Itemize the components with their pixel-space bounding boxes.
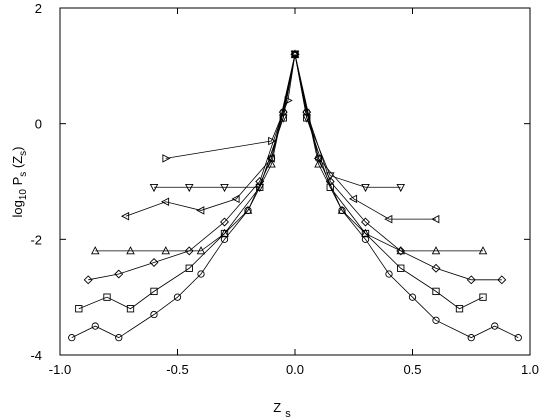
marker-triangle xyxy=(290,50,300,60)
plot-frame xyxy=(59,7,531,356)
marker-diamond xyxy=(149,257,159,267)
y-label-part: ) xyxy=(10,146,25,150)
marker-square xyxy=(185,264,193,272)
marker-diamond xyxy=(497,275,507,285)
y-tick-label: -2 xyxy=(30,232,42,247)
x-tick-label: 1.0 xyxy=(521,362,539,377)
marker-square xyxy=(455,305,464,313)
marker-triangle xyxy=(267,159,276,168)
marker-triangle xyxy=(278,114,288,123)
marker-circle xyxy=(432,316,440,324)
marker-triangle xyxy=(284,96,293,105)
marker-triangle xyxy=(220,183,229,193)
y-tick-label: 2 xyxy=(35,1,42,16)
marker-circle xyxy=(467,333,475,342)
series-line xyxy=(95,54,483,252)
marker-circle xyxy=(197,270,205,278)
x-tick-label: 0.5 xyxy=(403,362,421,377)
marker-square xyxy=(103,293,111,301)
marker-triangle xyxy=(361,228,370,237)
marker-triangle xyxy=(396,246,406,255)
y-label-sub: s xyxy=(18,151,29,156)
marker-circle xyxy=(68,333,76,342)
marker-square xyxy=(75,305,83,313)
marker-triangle xyxy=(431,246,441,255)
x-tick-label: -1.0 xyxy=(49,362,71,377)
x-label-sub: s xyxy=(285,408,291,420)
marker-circle xyxy=(514,333,522,342)
marker-triangle xyxy=(120,211,130,221)
marker-triangle xyxy=(162,154,171,163)
series-line xyxy=(165,54,296,159)
marker-triangle xyxy=(302,114,312,123)
marker-square xyxy=(397,264,405,272)
marker-circle xyxy=(408,293,417,301)
marker-circle xyxy=(173,293,182,301)
marker-diamond xyxy=(431,263,441,273)
y-label-part: log xyxy=(10,200,25,217)
marker-triangle xyxy=(431,214,440,224)
marker-triangle xyxy=(268,136,277,146)
marker-triangle xyxy=(396,183,406,193)
marker-triangle xyxy=(313,154,322,163)
marker-triangle xyxy=(325,172,335,181)
marker-circle xyxy=(91,322,99,330)
marker-diamond xyxy=(466,275,476,285)
marker-square xyxy=(150,287,158,296)
marker-triangle xyxy=(314,159,323,168)
marker-triangle xyxy=(184,183,194,193)
y-label-sub: s xyxy=(18,172,29,177)
y-tick-label: -4 xyxy=(30,348,42,363)
marker-circle xyxy=(491,322,499,330)
marker-square xyxy=(126,305,135,313)
marker-triangle xyxy=(291,50,300,59)
series-line xyxy=(71,54,519,339)
marker-triangle xyxy=(160,197,170,207)
marker-triangle xyxy=(478,246,488,255)
series-line xyxy=(154,54,401,188)
marker-square xyxy=(479,293,487,301)
marker-triangle xyxy=(243,205,253,214)
series-line xyxy=(78,54,484,310)
marker-diamond xyxy=(114,269,124,279)
x-tick-label: -0.5 xyxy=(166,362,188,377)
marker-triangle xyxy=(337,205,347,214)
marker-diamond xyxy=(184,246,194,256)
marker-square xyxy=(432,287,440,296)
series-line xyxy=(125,54,436,220)
x-label-main: Z xyxy=(273,400,281,415)
marker-diamond xyxy=(220,217,229,227)
marker-triangle xyxy=(196,206,205,215)
marker-triangle xyxy=(149,183,159,193)
marker-triangle xyxy=(220,228,229,237)
marker-circle xyxy=(385,270,393,278)
marker-triangle xyxy=(255,183,265,193)
y-label-sub: 10 xyxy=(18,189,29,201)
y-tick-label: 0 xyxy=(35,117,42,132)
marker-diamond xyxy=(361,217,370,227)
marker-circle xyxy=(115,333,123,342)
marker-triangle xyxy=(196,246,206,255)
series-line xyxy=(88,54,502,281)
marker-diamond xyxy=(83,275,93,285)
marker-triangle xyxy=(266,154,275,163)
marker-triangle xyxy=(161,246,171,255)
y-axis-label: log10 Ps (Zs) xyxy=(10,146,29,217)
marker-square xyxy=(326,183,334,191)
marker-triangle xyxy=(348,194,358,204)
marker-circle xyxy=(150,310,158,319)
marker-diamond xyxy=(325,177,335,186)
y-label-part: P xyxy=(10,177,25,189)
marker-triangle xyxy=(231,194,240,204)
y-label-part: (Z xyxy=(10,156,25,172)
marker-triangle xyxy=(361,183,370,193)
marker-triangle xyxy=(90,246,100,255)
marker-triangle xyxy=(384,214,393,224)
marker-triangle xyxy=(126,246,135,255)
x-tick-label: 0.0 xyxy=(286,362,304,377)
